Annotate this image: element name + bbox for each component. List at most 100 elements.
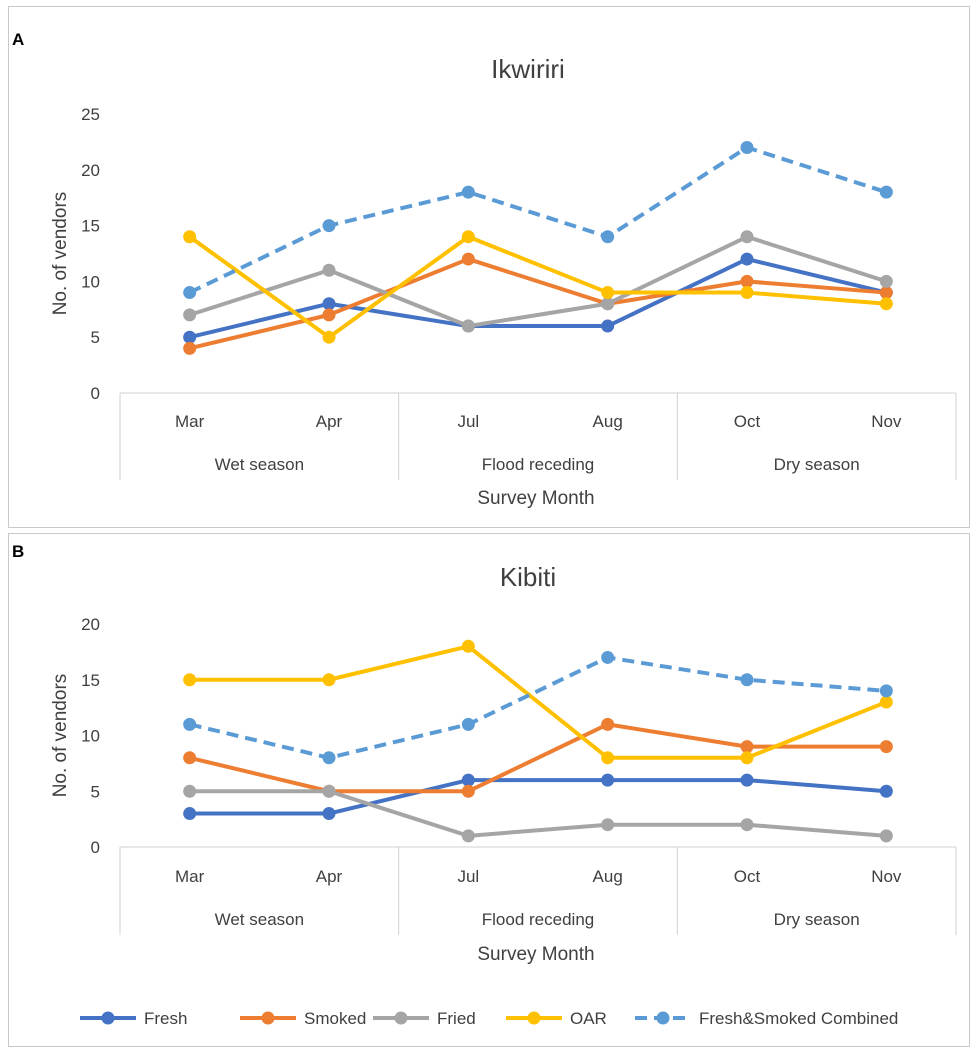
data-point — [601, 751, 615, 765]
data-point — [879, 185, 893, 199]
data-point — [601, 650, 615, 664]
data-point — [601, 818, 615, 832]
series-smoked — [183, 717, 893, 798]
series-line — [187, 234, 889, 340]
y-axis-label: No. of vendors — [50, 674, 71, 798]
y-tick-label: 5 — [91, 782, 100, 801]
x-tick-label: Jul — [457, 867, 479, 886]
series-line — [187, 789, 889, 838]
x-group-label: Flood receding — [482, 455, 594, 474]
x-tick-label: Nov — [871, 412, 902, 431]
data-point — [322, 308, 336, 322]
series-oar — [183, 639, 893, 765]
data-point — [183, 286, 197, 300]
chart-panel-a: Ikwiriri 0 5 10 15 20 25 No. of vendors Mar Apr Ju… — [50, 54, 957, 509]
data-point — [601, 319, 615, 333]
series-line — [187, 778, 889, 816]
data-point — [601, 230, 615, 244]
legend-label: Fresh&Smoked Combined — [699, 1009, 898, 1028]
data-point — [879, 274, 893, 288]
data-point — [879, 684, 893, 698]
data-point — [740, 818, 754, 832]
chart-panel-b: Kibiti 0 5 10 15 20 No. of vendors Mar Apr Jul Aug… — [50, 562, 957, 965]
series-fried — [183, 784, 893, 843]
data-point — [740, 274, 754, 288]
legend-label: OAR — [570, 1009, 607, 1028]
data-point — [322, 673, 336, 687]
legend-label: Fresh — [144, 1009, 187, 1028]
data-point — [461, 773, 475, 787]
data-point — [183, 673, 197, 687]
x-group-label: Dry season — [774, 910, 860, 929]
legend-item-fresh: Fresh — [80, 1009, 187, 1028]
x-tick-label: Jul — [457, 412, 479, 431]
y-tick-label: 20 — [81, 615, 100, 634]
data-point — [461, 230, 475, 244]
series-line — [187, 257, 889, 340]
x-group-label: Wet season — [215, 455, 304, 474]
data-point — [183, 230, 197, 244]
data-point — [601, 717, 615, 731]
x-group-label: Wet season — [215, 910, 304, 929]
data-point — [740, 140, 754, 154]
y-tick-label: 20 — [81, 161, 100, 180]
legend-label: Smoked — [304, 1009, 366, 1028]
x-tick-label: Mar — [175, 412, 205, 431]
data-point — [740, 286, 754, 300]
series-line — [188, 145, 887, 295]
data-point — [461, 829, 475, 843]
legend-item-smoked: Smoked — [240, 1009, 366, 1028]
y-tick-label: 5 — [91, 328, 100, 347]
panel-b-frame — [8, 533, 970, 1047]
y-tick-label: 10 — [81, 272, 100, 291]
data-point — [183, 330, 197, 344]
data-point — [322, 330, 336, 344]
panel-b-label: B — [12, 542, 25, 561]
data-point — [461, 784, 475, 798]
y-tick-label: 25 — [81, 105, 100, 124]
data-point — [322, 219, 336, 233]
data-point — [461, 252, 475, 266]
x-group-label: Flood receding — [482, 910, 594, 929]
x-tick-label: Apr — [316, 412, 343, 431]
data-point — [322, 297, 336, 311]
data-point — [740, 740, 754, 754]
x-tick-label: Oct — [734, 867, 761, 886]
series-line — [189, 655, 887, 760]
data-point — [879, 695, 893, 709]
series-fresh-smoked-combined — [183, 650, 893, 765]
chart-title: Ikwiriri — [491, 54, 565, 84]
data-point — [183, 751, 197, 765]
x-tick-label: Mar — [175, 867, 205, 886]
data-point — [601, 286, 615, 300]
series-fried — [183, 230, 893, 333]
legend-item-fresh-smoked-combined: Fresh&Smoked Combined — [635, 1009, 898, 1028]
data-point — [740, 230, 754, 244]
series-line — [187, 234, 889, 329]
data-point — [322, 784, 336, 798]
series-fresh-smoked-combined — [183, 140, 893, 300]
panel-a-label: A — [12, 30, 25, 49]
data-point — [183, 341, 197, 355]
x-tick-label: Aug — [593, 412, 623, 431]
x-group-label: Dry season — [774, 455, 860, 474]
legend-swatch-marker — [527, 1011, 541, 1025]
legend: Fresh Smoked Fried OAR Fresh&Smoked Combined — [80, 1009, 898, 1028]
data-point — [183, 784, 197, 798]
x-axis-label: Survey Month — [477, 488, 594, 509]
data-point — [601, 773, 615, 787]
data-point — [740, 751, 754, 765]
y-tick-label: 10 — [81, 727, 100, 746]
data-point — [461, 319, 475, 333]
data-point — [461, 185, 475, 199]
x-tick-label: Nov — [871, 867, 902, 886]
data-point — [322, 751, 336, 765]
legend-item-fried: Fried — [373, 1009, 476, 1028]
legend-swatch-marker — [394, 1011, 408, 1025]
data-point — [879, 784, 893, 798]
data-point — [740, 673, 754, 687]
y-tick-label: 15 — [81, 217, 100, 236]
x-axis-label: Survey Month — [477, 944, 594, 965]
data-point — [461, 717, 475, 731]
